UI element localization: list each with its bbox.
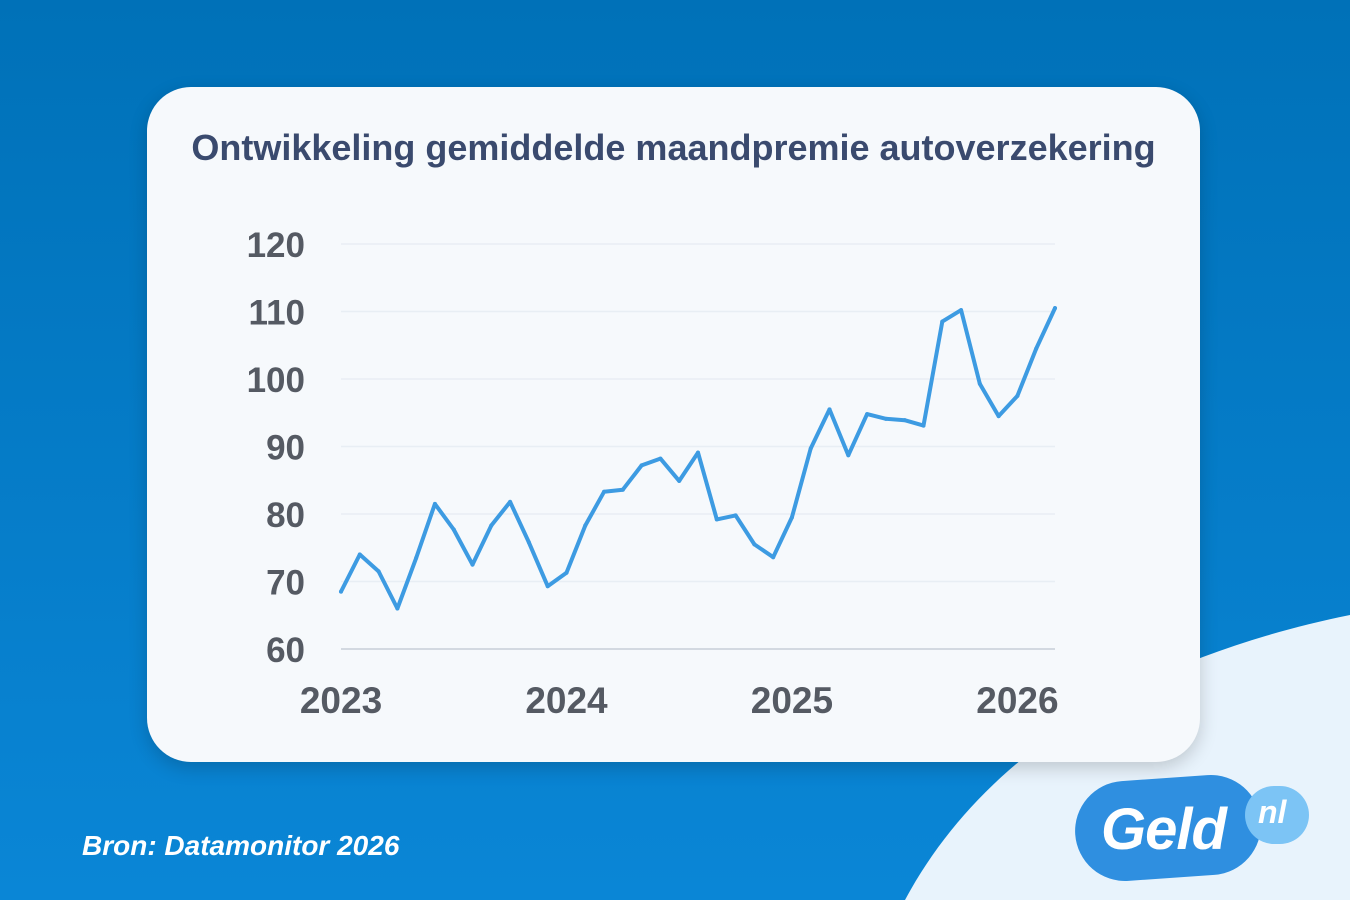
data-point xyxy=(789,515,794,520)
data-point xyxy=(620,487,625,492)
logo-badge-shape xyxy=(1245,786,1309,844)
geld-nl-logo: Geld nl xyxy=(1071,771,1315,886)
data-point xyxy=(883,416,888,421)
data-point xyxy=(526,540,531,545)
data-point xyxy=(959,308,964,313)
data-point xyxy=(658,456,663,461)
x-tick-label: 2025 xyxy=(751,680,833,721)
data-point xyxy=(677,478,682,483)
line-chart: 60 70 80 90 100 110 120 2023 2024 2025 2026 xyxy=(247,226,1059,721)
y-tick-label: 70 xyxy=(266,564,305,603)
data-point xyxy=(771,555,776,560)
data-point xyxy=(395,606,400,611)
data-point xyxy=(808,446,813,451)
source-note: Bron: Datamonitor 2026 xyxy=(82,830,400,861)
data-point xyxy=(733,513,738,518)
chart-title: Ontwikkeling gemiddelde maandpremie auto… xyxy=(191,127,1156,168)
y-tick-label: 110 xyxy=(249,294,305,333)
data-point xyxy=(977,381,982,386)
data-point xyxy=(357,552,362,557)
data-point xyxy=(414,555,419,560)
data-point xyxy=(639,463,644,468)
data-point xyxy=(339,589,343,594)
data-point xyxy=(489,523,494,528)
y-tick-label: 80 xyxy=(266,496,305,535)
y-tick-label: 90 xyxy=(266,429,305,468)
y-tick-label: 100 xyxy=(247,361,305,400)
data-point xyxy=(602,489,607,494)
data-point xyxy=(1015,393,1020,398)
data-point xyxy=(902,418,907,423)
logo-text: Geld xyxy=(1101,797,1227,862)
x-tick-label: 2023 xyxy=(300,680,382,721)
data-point xyxy=(940,319,945,324)
data-point xyxy=(508,499,513,504)
y-tick-label: 60 xyxy=(266,631,305,670)
data-point xyxy=(827,407,832,412)
data-point xyxy=(1034,346,1039,351)
data-point xyxy=(376,569,381,574)
data-point xyxy=(921,423,926,428)
logo-badge-text: nl xyxy=(1258,794,1287,830)
data-point xyxy=(714,517,719,522)
series-line xyxy=(339,306,1057,611)
x-tick-label: 2026 xyxy=(976,680,1058,721)
y-tick-label: 120 xyxy=(247,226,305,265)
data-point xyxy=(865,412,870,417)
chart-card: Ontwikkeling gemiddelde maandpremie auto… xyxy=(147,87,1200,762)
data-point xyxy=(696,450,700,455)
data-point xyxy=(583,523,588,528)
x-tick-label: 2024 xyxy=(525,680,608,721)
data-point xyxy=(545,584,550,589)
data-point xyxy=(752,542,757,547)
data-point xyxy=(1053,306,1057,311)
data-point xyxy=(470,562,475,567)
data-point xyxy=(996,414,1001,419)
data-point xyxy=(846,453,851,458)
data-point xyxy=(451,527,456,532)
data-point xyxy=(564,570,569,575)
data-point xyxy=(432,501,437,506)
